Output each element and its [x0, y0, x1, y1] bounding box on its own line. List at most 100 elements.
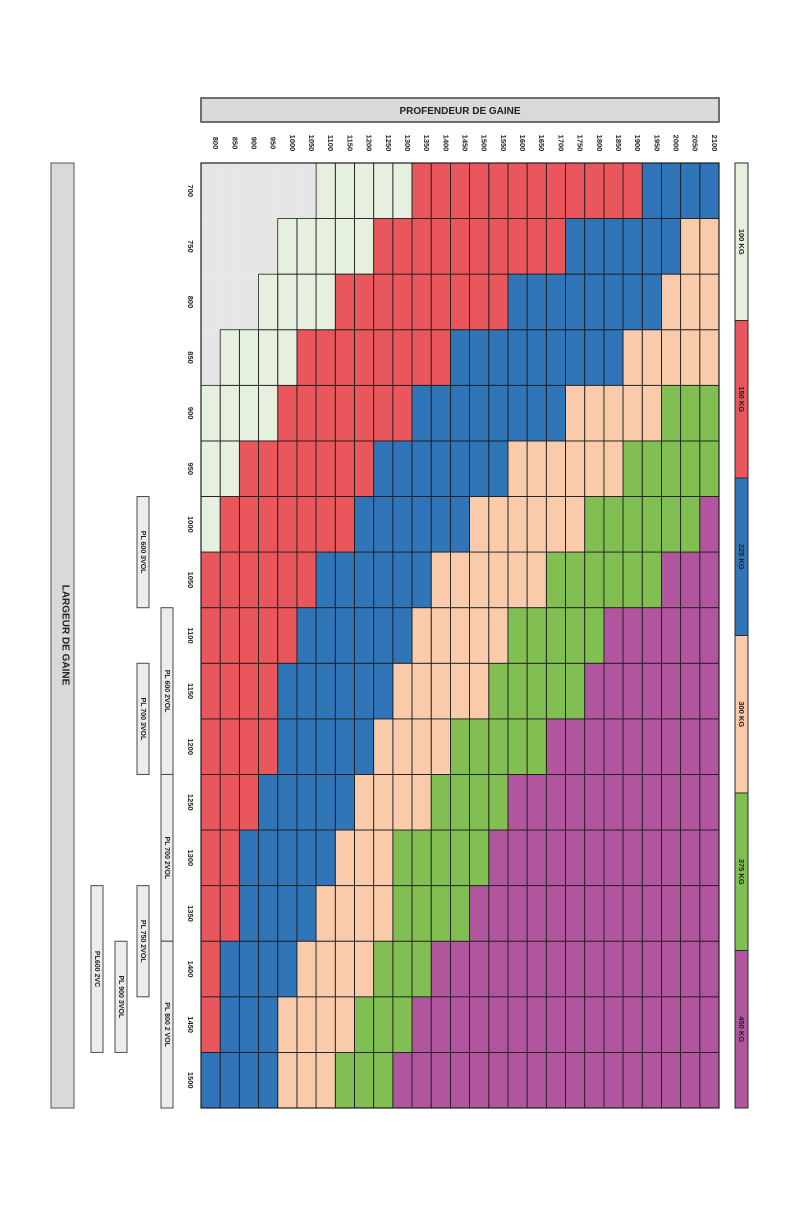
heatmap-cell [335, 1052, 355, 1108]
depth-tick-label: 1700 [556, 135, 565, 152]
heatmap-cell [201, 274, 221, 330]
depth-tick-label: 850 [230, 137, 239, 150]
heatmap-cell [373, 552, 393, 608]
heatmap-cell [623, 496, 643, 553]
heatmap-cell [699, 440, 719, 497]
heatmap-cell [316, 385, 336, 441]
heatmap-cell [392, 218, 413, 275]
heatmap-cell [431, 941, 451, 997]
heatmap-cell [354, 385, 374, 441]
heatmap-cell [373, 996, 393, 1053]
width-group-label: PL 900 3VOL [117, 975, 124, 1018]
heatmap-cell [603, 496, 624, 553]
heatmap-cell [488, 552, 508, 608]
heatmap-cell [546, 218, 566, 275]
heatmap-cell [392, 774, 413, 831]
heatmap-cell [507, 718, 528, 775]
heatmap-cell [412, 996, 432, 1053]
width-group-bracket [136, 885, 150, 998]
heatmap-cell [373, 163, 393, 219]
legend-label: 300 KG [737, 701, 746, 727]
heatmap-cell [527, 1052, 547, 1108]
heatmap-cell [201, 552, 221, 608]
heatmap-cell [277, 163, 297, 219]
heatmap-cell [335, 218, 355, 275]
heatmap-cell [450, 1052, 470, 1108]
heatmap-cell [642, 607, 662, 664]
heatmap-cell [488, 385, 508, 441]
heatmap-cell [699, 496, 719, 553]
heatmap-cell [527, 385, 547, 441]
heatmap-cell [546, 552, 566, 608]
heatmap-cell [354, 1052, 374, 1108]
heatmap-cell [546, 1052, 566, 1108]
heatmap-cell [412, 385, 432, 441]
heatmap-cell [623, 329, 643, 386]
heatmap-cell [277, 329, 297, 386]
heatmap-cell [316, 663, 336, 719]
heatmap-cell [258, 774, 278, 831]
heatmap-cell [239, 885, 259, 942]
heatmap-cell [335, 440, 355, 497]
heatmap-cell [316, 830, 336, 886]
heatmap-cell [699, 663, 719, 719]
heatmap-cell [661, 218, 681, 275]
heatmap-cell [239, 663, 259, 719]
depth-tick-label: 950 [269, 137, 278, 150]
heatmap-cell [392, 1052, 413, 1108]
heatmap-cell [603, 1052, 624, 1108]
heatmap-cell [316, 440, 336, 497]
depth-tick-label: 1500 [480, 135, 489, 152]
heatmap-cell [469, 1052, 489, 1108]
heatmap-cell [699, 885, 719, 942]
heatmap-cell [661, 718, 681, 775]
heatmap-cell [201, 329, 221, 386]
heatmap-cell [450, 163, 470, 219]
heatmap-cell [469, 830, 489, 886]
heatmap-cell [603, 552, 624, 608]
heatmap-cell [623, 941, 643, 997]
heatmap-cell [699, 329, 719, 386]
heatmap-cell [239, 830, 259, 886]
heatmap-cell [507, 163, 528, 219]
heatmap-cell [565, 385, 585, 441]
heatmap-cell [546, 329, 566, 386]
heatmap-cell [527, 329, 547, 386]
heatmap-cell [642, 663, 662, 719]
width-tick-label: 1350 [186, 905, 195, 922]
heatmap-cell [623, 607, 643, 664]
heatmap-cell [584, 663, 604, 719]
heatmap-cell [392, 274, 413, 330]
heatmap-cell [392, 496, 413, 553]
width-group-label: PL 700 2VOL [163, 837, 170, 880]
heatmap-cell [373, 830, 393, 886]
heatmap-cell [392, 329, 413, 386]
heatmap-cell [373, 885, 393, 942]
width-group-label: PL 750 2VOL [139, 920, 146, 963]
heatmap-cell [469, 163, 489, 219]
heatmap-cell [699, 830, 719, 886]
heatmap-grid [200, 162, 720, 1109]
heatmap-cell [220, 385, 240, 441]
heatmap-cell [623, 663, 643, 719]
heatmap-cell [392, 663, 413, 719]
heatmap-cell [296, 496, 317, 553]
heatmap-cell [546, 385, 566, 441]
heatmap-cell [642, 218, 662, 275]
width-tick-label: 850 [186, 351, 195, 364]
heatmap-cell [661, 1052, 681, 1108]
heatmap-cell [527, 774, 547, 831]
heatmap-cell [335, 996, 355, 1053]
heatmap-cell [603, 774, 624, 831]
heatmap-cell [354, 885, 374, 942]
heatmap-cell [335, 607, 355, 664]
depth-tick-label: 800 [211, 137, 220, 150]
heatmap-cell [623, 274, 643, 330]
heatmap-cell [623, 385, 643, 441]
heatmap-cell [220, 996, 240, 1053]
heatmap-cell [201, 385, 221, 441]
heatmap-cell [565, 552, 585, 608]
heatmap-cell [584, 607, 604, 664]
heatmap-cell [469, 663, 489, 719]
heatmap-cell [488, 996, 508, 1053]
